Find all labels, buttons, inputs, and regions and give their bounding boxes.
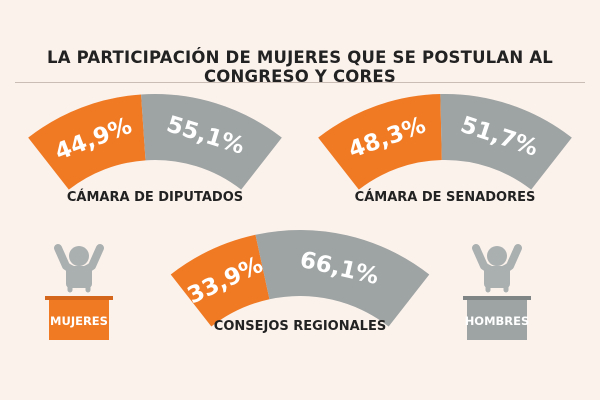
chart-title-consejos: CONSEJOS REGIONALES xyxy=(214,319,386,334)
hombres-podium xyxy=(467,300,527,340)
arc-segment-mujeres-diputados xyxy=(28,94,146,190)
chart-title-diputados: CÁMARA DE DIPUTADOS xyxy=(67,189,243,205)
arc-segment-hombres-consejos xyxy=(255,230,430,327)
man-icon xyxy=(472,244,522,293)
arc-chart-senadores: 48,3% 51,7%CÁMARA DE SENADORES xyxy=(318,93,572,205)
mujeres-label: MUJERES xyxy=(50,314,108,328)
hombres-podium-top xyxy=(463,296,531,300)
arc-segment-hombres-senadores xyxy=(440,93,572,190)
hombres-figure: HOMBRES xyxy=(463,244,531,340)
mujeres-podium xyxy=(49,300,109,340)
mujeres-podium-top xyxy=(45,296,113,300)
arc-segment-mujeres-consejos xyxy=(170,234,270,327)
chart-title-senadores: CÁMARA DE SENADORES xyxy=(355,189,536,205)
mujeres-figure: MUJERES xyxy=(45,244,113,340)
woman-icon xyxy=(54,244,104,293)
title-divider xyxy=(15,82,585,83)
arc-chart-consejos: 33,9% 66,1%CONSEJOS REGIONALES xyxy=(170,230,430,334)
arc-segment-mujeres-senadores xyxy=(318,94,442,190)
page-title: LA PARTICIPACIÓN DE MUJERES QUE SE POSTU… xyxy=(46,48,554,86)
arc-segment-hombres-diputados xyxy=(141,94,282,190)
arc-chart-diputados: 44,9% 55,1%CÁMARA DE DIPUTADOS xyxy=(28,94,282,205)
hombres-label: HOMBRES xyxy=(465,314,530,328)
